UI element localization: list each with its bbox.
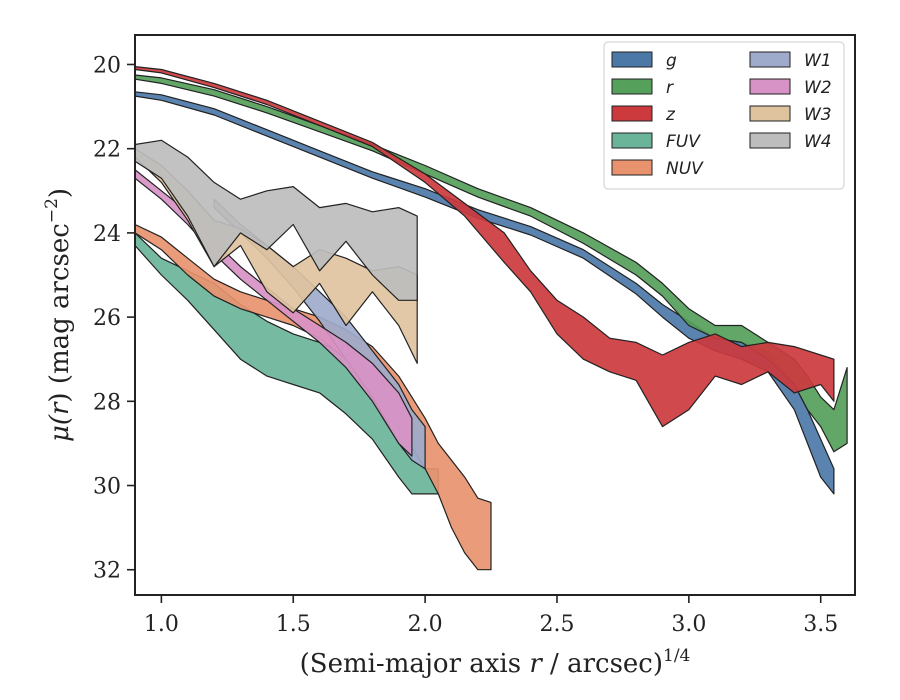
legend: grz FUV NUV W1 W2 W3 W4 — [603, 41, 845, 190]
y-tick-label: 28 — [93, 390, 121, 415]
legend-label-z: z — [665, 105, 676, 125]
y-axis-title: μ(r) (mag arcsec−2) — [42, 188, 75, 442]
legend-swatch-w2 — [749, 78, 791, 95]
series-bands — [135, 66, 848, 571]
y-tick-label: 22 — [93, 138, 121, 163]
band-w4 — [135, 139, 418, 301]
legend-swatch-nuv — [611, 159, 653, 176]
y-axis-ticks: 20 22 24 26 28 30 32 — [93, 53, 135, 584]
x-tick-label: 1.0 — [144, 612, 179, 637]
x-axis-ticks: 1.0 1.5 2.0 2.5 3.0 3.5 — [144, 595, 838, 637]
plot-frame — [134, 34, 856, 596]
band-z — [135, 66, 835, 428]
legend-swatch-g — [611, 51, 653, 68]
x-tick-label: 3.0 — [671, 612, 706, 637]
legend-label-w1: W1 — [804, 51, 832, 71]
legend-swatch-w4 — [749, 132, 791, 149]
y-tick-label: 20 — [93, 53, 121, 78]
y-tick-label: 24 — [93, 222, 121, 247]
x-axis-title: (Semi-major axis r / arcsec)1/4 — [300, 646, 691, 679]
legend-swatch-w1 — [749, 51, 791, 68]
legend-label-w3: W3 — [804, 105, 832, 125]
legend-swatch-r — [611, 78, 653, 95]
legend-swatch-fuv — [611, 132, 653, 149]
legend-label-nuv: NUV — [666, 159, 704, 179]
x-tick-label: 2.5 — [539, 612, 574, 637]
legend-swatch-z — [611, 105, 653, 122]
x-tick-label: 2.0 — [408, 612, 443, 637]
legend-label-w2: W2 — [804, 78, 832, 98]
legend-swatch-w3 — [749, 105, 791, 122]
y-tick-label: 30 — [93, 475, 121, 500]
y-tick-label: 32 — [93, 559, 121, 584]
y-tick-label: 26 — [93, 306, 121, 331]
legend-label-g: g — [666, 51, 677, 71]
x-tick-label: 3.5 — [803, 612, 838, 637]
legend-label-fuv: FUV — [666, 132, 701, 152]
legend-label-r: r — [666, 78, 674, 98]
legend-label-w4: W4 — [804, 132, 832, 152]
x-tick-label: 1.5 — [276, 612, 311, 637]
